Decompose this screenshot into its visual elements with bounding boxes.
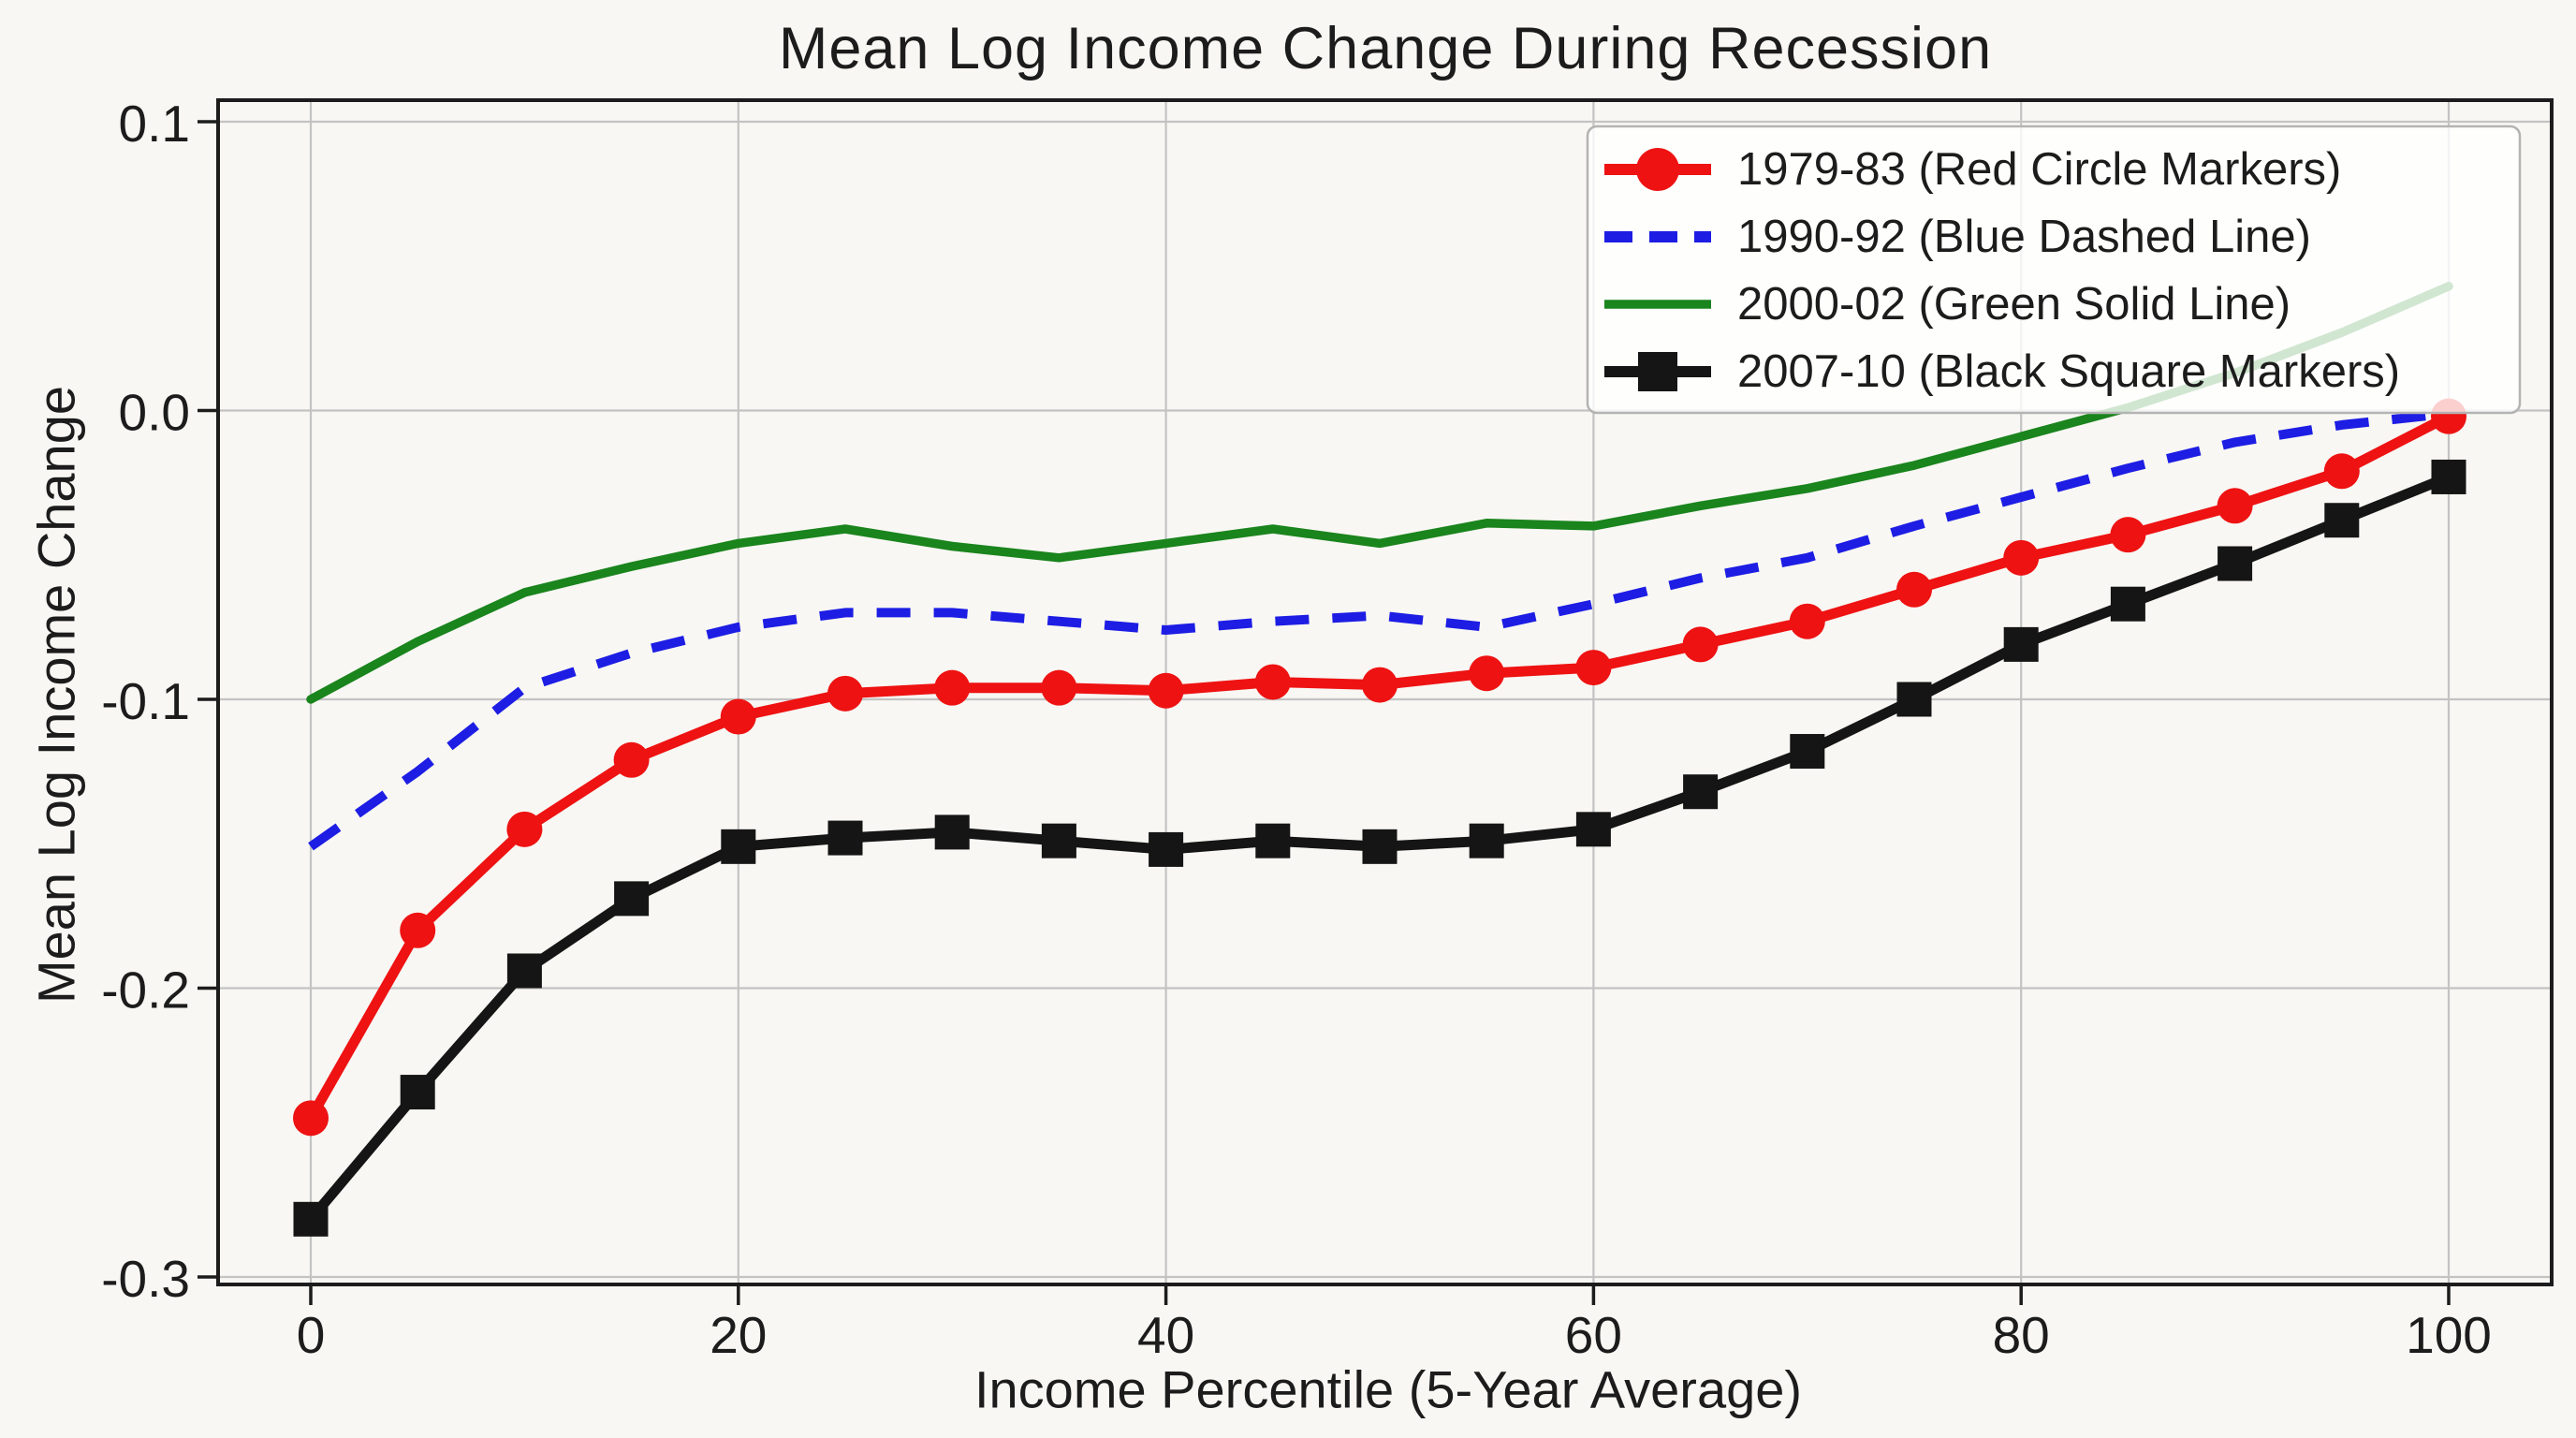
- data-point: [1149, 831, 1184, 867]
- legend-label-2007-10: 2007-10 (Black Square Markers): [1737, 346, 2400, 397]
- x-axis-label: Income Percentile (5-Year Average): [974, 1360, 1802, 1419]
- data-point: [720, 698, 756, 735]
- legend-label-2000-02: 2000-02 (Green Solid Line): [1737, 279, 2291, 330]
- plot-frame: [216, 98, 2554, 1286]
- legend-swatches: [1604, 148, 1711, 391]
- series-2007-10: [293, 459, 2466, 1237]
- data-point: [1790, 734, 1825, 770]
- data-point: [506, 811, 543, 847]
- x-tick-label: 0: [297, 1306, 326, 1364]
- data-point: [506, 953, 542, 989]
- y-tick-label: -0.1: [101, 672, 190, 730]
- legend-label-1979-83: 1979-83 (Red Circle Markers): [1737, 144, 2341, 195]
- x-tick-label: 20: [710, 1306, 767, 1364]
- data-point: [1148, 672, 1184, 709]
- series-1990-92: [308, 408, 2450, 851]
- legend-box: [1586, 125, 2522, 415]
- series-2000-02: [306, 282, 2453, 704]
- data-point: [1682, 626, 1719, 663]
- data-point: [2324, 503, 2360, 538]
- legend-swatch-circle-marker: [1636, 148, 1679, 191]
- data-point: [1041, 669, 1077, 706]
- y-tick-label: 0.0: [119, 384, 190, 442]
- data-point: [1896, 682, 1932, 717]
- data-point: [1683, 774, 1719, 810]
- legend-swatch-square-marker: [1638, 352, 1677, 391]
- data-point: [2217, 546, 2253, 581]
- legend: 1979-83 (Red Circle Markers) 1990-92 (Bl…: [1586, 125, 2522, 415]
- data-point: [1789, 603, 1825, 639]
- plot-border: [216, 98, 2554, 1286]
- data-point: [614, 881, 650, 917]
- data-point: [613, 741, 650, 778]
- data-point: [1362, 667, 1398, 703]
- data-point: [2003, 626, 2039, 662]
- legend-label-1990-92: 1990-92 (Blue Dashed Line): [1737, 212, 2311, 262]
- data-point: [1575, 650, 1612, 686]
- data-point: [934, 814, 970, 850]
- data-point: [1469, 655, 1505, 692]
- x-tick-label: 100: [2406, 1306, 2492, 1364]
- data-point: [2110, 517, 2146, 553]
- data-point: [1575, 812, 1611, 847]
- x-tick-label: 80: [1993, 1306, 2050, 1364]
- data-point: [400, 1075, 435, 1110]
- data-point: [2217, 488, 2253, 524]
- data-point: [2323, 453, 2360, 490]
- y-tick-label: 0.1: [119, 95, 190, 153]
- data-point: [827, 820, 863, 856]
- axis-ticks: [198, 120, 2451, 1305]
- data-point: [1255, 823, 1291, 858]
- data-point: [934, 669, 971, 706]
- data-point: [721, 829, 756, 864]
- data-point: [2003, 539, 2040, 576]
- y-tick-label: -0.2: [101, 961, 190, 1020]
- y-tick-label: -0.3: [101, 1250, 190, 1308]
- data-point: [2110, 586, 2145, 622]
- data-point: [293, 1201, 329, 1237]
- data-point: [1896, 571, 1932, 608]
- data-point: [1254, 664, 1291, 700]
- data-point: [400, 912, 436, 948]
- data-point: [827, 675, 863, 712]
- data-series: [293, 282, 2466, 1237]
- data-point: [1041, 823, 1076, 858]
- series-1990-92-line: [308, 408, 2450, 851]
- x-tick-label: 40: [1137, 1306, 1194, 1364]
- y-axis-label: Mean Log Income Change: [27, 386, 86, 1004]
- data-point: [2431, 459, 2466, 494]
- x-tick-label: 60: [1565, 1306, 1622, 1364]
- data-point: [1362, 829, 1398, 864]
- chart-title: Mean Log Income Change During Recession: [779, 16, 1992, 81]
- data-point: [293, 1100, 329, 1137]
- tick-labels: 0 20 40 60 80 100 0.1 0.0 -0.1 -0.2 -0.3: [101, 95, 2492, 1364]
- series-2000-02-line: [306, 282, 2453, 704]
- data-point: [1469, 823, 1504, 858]
